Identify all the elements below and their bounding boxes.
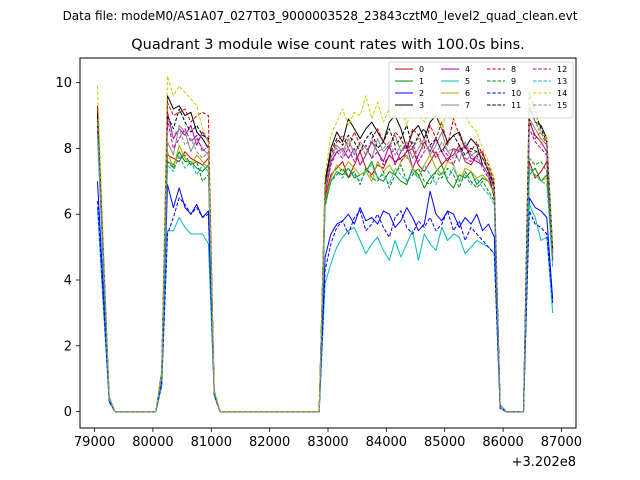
y-tick-label: 10: [55, 76, 72, 91]
series-line-2: [97, 181, 554, 413]
legend-label-9: 9: [511, 77, 516, 86]
chart-title: Quadrant 3 module wise count rates with …: [131, 37, 525, 53]
series-line-13: [97, 135, 554, 413]
legend-label-13: 13: [557, 77, 567, 86]
x-tick-label: 87000: [541, 435, 582, 450]
x-tick-label: 84000: [366, 435, 407, 450]
y-axis: 0 2 4 6 8 10: [55, 76, 80, 420]
x-tick-label: 86000: [482, 435, 523, 450]
legend-label-4: 4: [465, 65, 470, 74]
legend-label-5: 5: [465, 77, 470, 86]
x-tick-label: 80000: [132, 435, 173, 450]
legend-box: [388, 61, 574, 119]
y-tick-label: 2: [64, 339, 72, 354]
y-tick-label: 8: [64, 142, 72, 157]
legend-label-10: 10: [511, 89, 521, 98]
x-tick-label: 81000: [191, 435, 232, 450]
legend-label-15: 15: [557, 101, 567, 110]
legend-label-3: 3: [419, 101, 424, 110]
legend-label-7: 7: [465, 101, 470, 110]
series-line-5: [97, 203, 554, 413]
y-tick-label: 6: [64, 208, 72, 223]
legend-label-8: 8: [511, 65, 516, 74]
x-tick-label: 83000: [307, 435, 348, 450]
legend-label-1: 1: [419, 77, 424, 86]
x-axis: 79000 80000 81000 82000 83000 84000 85000 86000…: [74, 428, 582, 450]
legend-label-11: 11: [511, 101, 521, 110]
x-tick-label: 79000: [74, 435, 115, 450]
y-tick-label: 0: [64, 405, 72, 420]
series-line-8: [97, 101, 554, 413]
series-layer: [97, 75, 554, 413]
legend-label-6: 6: [465, 89, 470, 98]
legend-label-2: 2: [419, 89, 424, 98]
y-tick-label: 4: [64, 274, 72, 289]
series-line-14: [97, 75, 554, 413]
data-file-label: Data file: modeM0/AS1A07_027T03_90000035…: [63, 9, 578, 23]
legend-label-0: 0: [419, 65, 424, 74]
legend-label-12: 12: [557, 65, 567, 74]
x-tick-label: 82000: [249, 435, 290, 450]
legend-label-14: 14: [557, 89, 567, 98]
series-line-10: [97, 197, 554, 413]
series-line-15: [97, 108, 554, 413]
x-tick-label: 85000: [424, 435, 465, 450]
x-offset-label: +3.202e8: [512, 455, 576, 470]
